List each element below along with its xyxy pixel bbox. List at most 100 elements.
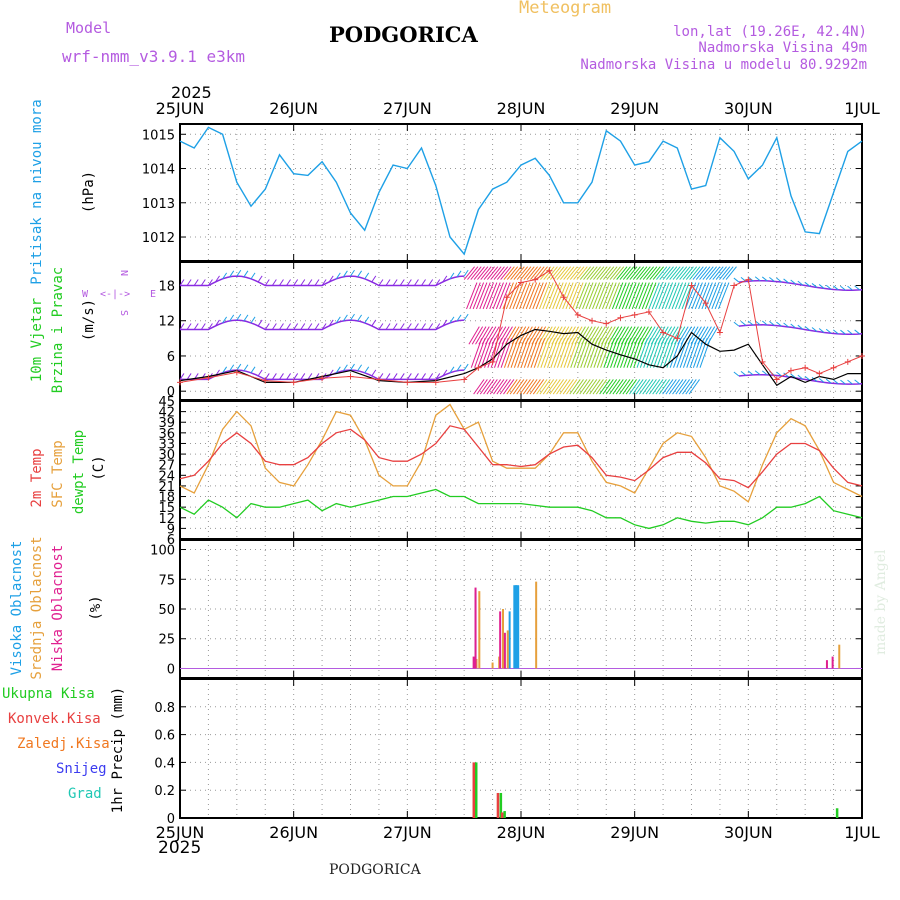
wind-barb [257, 275, 263, 283]
y-tick-label-precip: 0 [167, 812, 175, 827]
wind-barb [335, 366, 341, 374]
wind-storm-barb [692, 338, 705, 368]
wind-barb [818, 377, 825, 383]
wind-storm-barb [556, 266, 568, 280]
wind-barb [399, 279, 405, 286]
wind-storm-barb [583, 266, 595, 280]
wind-barb [769, 321, 775, 326]
model-name: wrf-nmm_v3.9.1 e3km [62, 47, 246, 66]
wind-gust-marker [844, 358, 851, 365]
wind-storm-barb [612, 266, 625, 280]
wind-storm-barb [549, 379, 561, 395]
wind-storm-barb [560, 338, 572, 368]
wind-barb [236, 269, 242, 277]
y-tick-label-temperature: 24 [158, 469, 175, 484]
station-title: PODGORICA [329, 22, 478, 47]
compass-n: N [118, 270, 129, 276]
wind-barb [456, 314, 462, 322]
wind-storm-barb [485, 282, 498, 310]
wind-storm-barb [678, 282, 690, 310]
low-cloud-bar [499, 611, 502, 669]
wind-storm-barb [645, 379, 657, 395]
wind-barb [179, 373, 185, 380]
ylabel-temp-unit: (C) [91, 455, 107, 480]
wind-storm-barb [570, 338, 582, 368]
wind-barb [300, 279, 306, 286]
wind-storm-barb [483, 266, 495, 280]
wind-barb [286, 279, 291, 286]
wind-storm-barb [530, 338, 542, 368]
wind-barb [250, 272, 256, 280]
total-rain-bar [835, 808, 839, 818]
wind-storm-barb [704, 282, 717, 310]
wind-gust-marker [319, 375, 326, 382]
wind-barb [392, 323, 398, 330]
wind-barb [435, 323, 441, 330]
wind-barb [797, 280, 804, 286]
wind-storm-barb [639, 338, 652, 368]
wind-barb [428, 373, 434, 380]
x-date-label-bottom: 1JUL [844, 823, 880, 842]
wind-gust-marker [660, 329, 667, 336]
wind-barb [350, 269, 355, 277]
wind-barb [279, 373, 284, 380]
wind-storm-barb [593, 266, 605, 280]
wind-storm-barb [621, 282, 634, 310]
wind-barb [811, 376, 818, 382]
wind-barb [229, 314, 235, 322]
mid-cloud-bar [838, 644, 841, 669]
wind-gust-marker [475, 364, 482, 371]
wind-gust-marker [546, 267, 553, 274]
wind-storm-barb [468, 326, 480, 345]
wind-storm-barb [579, 266, 592, 280]
wind-barb [378, 279, 384, 286]
wind-storm-barb [626, 338, 638, 368]
wind-storm-barb [494, 338, 506, 368]
wind-storm-barb [467, 266, 479, 280]
wind-barb [385, 373, 391, 380]
x-date-label-bottom: 25JUN [156, 823, 205, 842]
wind-gust-marker [233, 369, 240, 376]
wind-storm-barb [679, 338, 692, 368]
wind-storm-barb [595, 379, 608, 395]
wind-barb [279, 323, 284, 330]
x-date-label-top: 28JUN [497, 99, 546, 118]
y-tick-label-precip: 0.6 [154, 729, 175, 744]
wind-storm-barb [472, 282, 485, 310]
wind-gust-marker [617, 314, 624, 321]
wind-storm-barb [519, 282, 531, 310]
x-date-label-top: 25JUN [156, 99, 205, 118]
wind-barb [790, 323, 797, 329]
wind-storm-barb [619, 338, 632, 368]
y-tick-label-cloud: 50 [158, 603, 175, 618]
wind-storm-barb [642, 266, 655, 280]
wind-storm-barb [500, 266, 512, 280]
wind-barb [797, 374, 804, 380]
wind-barb [818, 328, 825, 333]
wind-storm-barb [569, 266, 582, 280]
wind-barb [229, 364, 235, 372]
wind-storm-barb [619, 266, 631, 280]
wind-barb [428, 323, 434, 330]
wind-storm-barb [655, 379, 667, 395]
wind-barb [357, 364, 363, 372]
y-tick-label-temperature: 39 [158, 416, 175, 431]
wind-barb [271, 323, 277, 330]
wind-storm-barb [522, 282, 534, 310]
wind-barb [854, 285, 860, 291]
wind-storm-barb [658, 379, 671, 395]
y-tick-label-temperature: 6 [167, 533, 175, 548]
wind-storm-barb [719, 266, 731, 280]
low-cloud-bar [503, 632, 506, 669]
wind-storm-barb [476, 282, 488, 310]
wind-barb [456, 364, 462, 372]
wind-storm-barb [576, 379, 588, 395]
wind-storm-barb [513, 379, 525, 395]
wind-storm-barb [493, 379, 505, 395]
wind-storm-barb [689, 266, 701, 280]
total-rain-bar [499, 792, 503, 818]
wind-storm-barb [612, 379, 624, 395]
wind-barb [236, 313, 242, 321]
wind-storm-barb [503, 338, 516, 368]
wind-storm-barb [513, 266, 525, 280]
